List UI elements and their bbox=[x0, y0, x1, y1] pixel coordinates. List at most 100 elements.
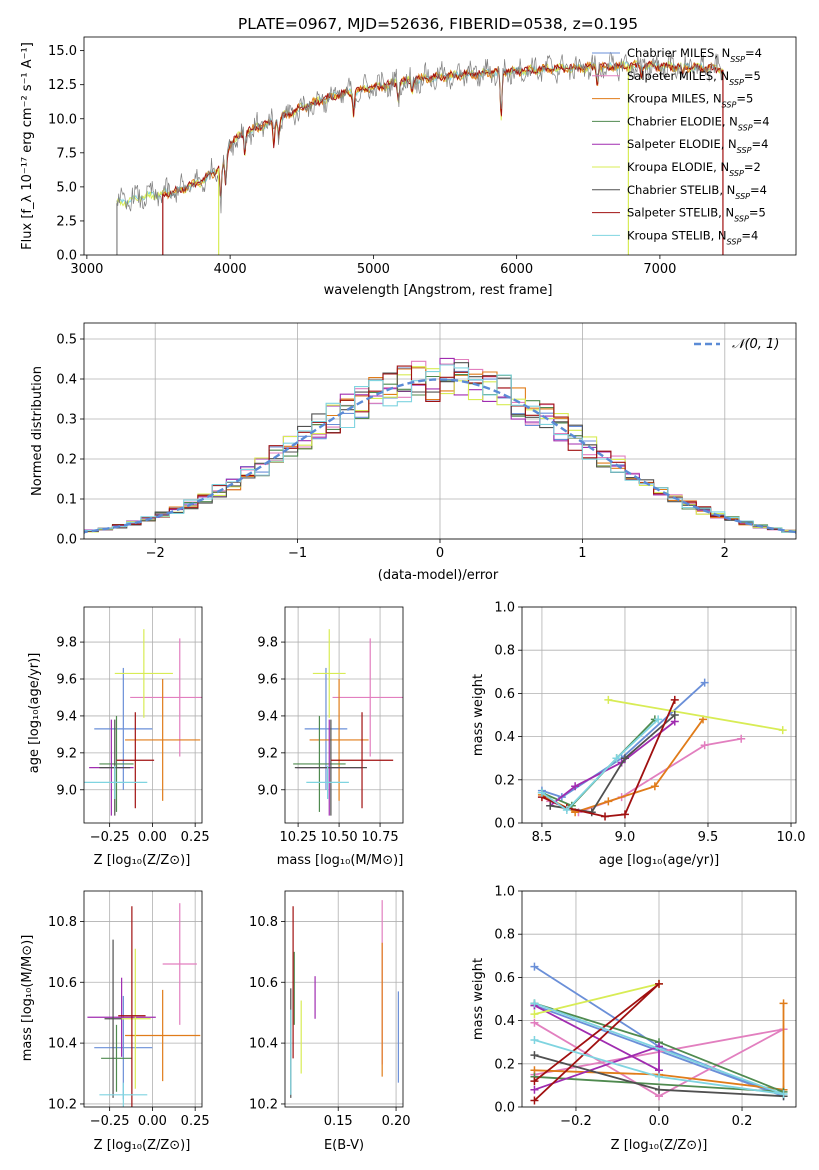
y-tick-label: 15.0 bbox=[48, 44, 77, 59]
errorbar-salpeter_elodie bbox=[87, 977, 156, 1057]
chart-title: PLATE=0967, MJD=52636, FIBERID=0538, z=0… bbox=[238, 15, 638, 33]
axes-frame: 0.15 0.20 10.2 10.4 10.6 10.8 bbox=[249, 890, 411, 1129]
axes-frame: −0.2 0.0 0.2 0.0 0.2 0.4 0.6 0.8 1.0 bbox=[494, 885, 797, 1129]
series-kroupa_elodie bbox=[604, 695, 787, 735]
axes-frame: −0.25 0.00 0.25 10.2 10.4 10.6 10.8 bbox=[48, 890, 210, 1129]
errorbar-kroupa_elodie bbox=[114, 629, 173, 718]
plus-marker bbox=[654, 715, 663, 724]
y-axis-label: mass weight bbox=[471, 674, 486, 756]
series-line bbox=[608, 699, 783, 731]
axes-border bbox=[521, 606, 797, 824]
y-tick-label: 9.0 bbox=[56, 783, 77, 798]
y-tick-label: 0.3 bbox=[56, 413, 77, 428]
errorbar-chabrier_stelib bbox=[104, 939, 122, 1098]
plus-marker bbox=[604, 695, 613, 704]
errorbar-kroupa_stelib bbox=[99, 1082, 148, 1107]
x-tick-label: −0.2 bbox=[560, 1114, 592, 1129]
series-line bbox=[534, 1002, 784, 1095]
y-tick-label: 7.5 bbox=[56, 146, 77, 161]
y-tick-label: 10.8 bbox=[48, 915, 77, 930]
y-tick-label: 10.6 bbox=[249, 976, 278, 991]
legend-label: Salpeter ELODIE, NSSP=4 bbox=[627, 137, 768, 155]
series-kroupa_stelib bbox=[530, 999, 788, 1099]
x-tick-label: 4000 bbox=[214, 262, 247, 277]
plot-area bbox=[537, 678, 787, 821]
plot-area bbox=[84, 629, 202, 816]
plus-marker bbox=[779, 1090, 788, 1099]
x-tick-label: 0.25 bbox=[181, 1114, 210, 1129]
x-axis-label: mass [log₁₀(M/M⊙)] bbox=[277, 853, 404, 868]
y-tick-label: 9.4 bbox=[56, 709, 77, 724]
axes-border bbox=[83, 606, 203, 824]
normal-reference-curve bbox=[84, 378, 796, 534]
y-tick-label: 0.4 bbox=[56, 373, 77, 388]
errorbar-kroupa_elodie bbox=[312, 629, 346, 718]
x-tick-label: −0.25 bbox=[90, 1114, 130, 1129]
plus-marker bbox=[655, 979, 663, 988]
legend-label: Kroupa STELIB, NSSP=4 bbox=[627, 228, 758, 246]
plus-marker bbox=[530, 1018, 539, 1027]
y-tick-label: 1.0 bbox=[494, 885, 515, 900]
plus-marker bbox=[612, 754, 621, 763]
x-tick-label: 9.5 bbox=[698, 830, 719, 845]
x-tick-label: 3000 bbox=[70, 262, 103, 277]
grid-lines bbox=[84, 891, 202, 1107]
legend-entry-chabrier_miles: Chabrier MILES, NSSP=4 bbox=[592, 46, 762, 64]
plot-area bbox=[290, 900, 399, 1098]
y-tick-label: 0.2 bbox=[56, 453, 77, 468]
series-kroupa_stelib bbox=[537, 715, 663, 815]
axes-border bbox=[521, 890, 797, 1108]
plus-marker bbox=[779, 999, 788, 1008]
plus-marker bbox=[670, 711, 679, 719]
plus-marker bbox=[700, 741, 709, 750]
x-tick-label: 0 bbox=[436, 546, 444, 561]
legend-entry-salpeter_elodie: Salpeter ELODIE, NSSP=4 bbox=[592, 137, 768, 155]
residual-legend: 𝒩(0, 1) bbox=[694, 337, 779, 352]
y-tick-label: 10.4 bbox=[249, 1037, 278, 1052]
y-axis-label: mass weight bbox=[471, 958, 486, 1040]
x-axis-label: wavelength [Angstrom, rest frame] bbox=[324, 283, 553, 298]
y-tick-label: 9.6 bbox=[257, 673, 278, 688]
legend-entry-kroupa_elodie: Kroupa ELODIE, NSSP=2 bbox=[592, 160, 761, 178]
y-tick-label: 5.0 bbox=[56, 180, 77, 195]
x-tick-label: −1 bbox=[288, 546, 307, 561]
x-tick-label: 0.25 bbox=[181, 830, 210, 845]
y-tick-label: 0.5 bbox=[56, 333, 77, 348]
y-tick-label: 9.0 bbox=[257, 783, 278, 798]
y-tick-label: 0.8 bbox=[494, 928, 515, 943]
grid-lines bbox=[522, 606, 796, 824]
series-line bbox=[534, 1002, 784, 1093]
y-tick-label: 0.8 bbox=[494, 644, 515, 659]
y-tick-label: 9.6 bbox=[56, 673, 77, 688]
age-vs-mass-chart: 10.25 10.50 10.75 9.0 9.2 9.4 9.6 9.8 bbox=[257, 606, 404, 845]
y-axis-label: mass [log₁₀(M/M⊙)] bbox=[20, 935, 35, 1062]
x-tick-label: 0.15 bbox=[324, 1114, 353, 1129]
errorbar-chabrier_elodie bbox=[293, 715, 346, 812]
plus-marker bbox=[530, 1077, 539, 1086]
y-tick-label: 0.4 bbox=[494, 1014, 515, 1029]
y-tick-label: 1.0 bbox=[494, 601, 515, 616]
y-tick-label: 9.2 bbox=[257, 746, 278, 761]
errorbar-salpeter_stelib bbox=[330, 712, 394, 809]
legend-entry-chabrier_elodie: Chabrier ELODIE, NSSP=4 bbox=[592, 114, 770, 132]
plus-marker bbox=[530, 1036, 539, 1045]
x-axis-label: age [log₁₀(age/yr)] bbox=[599, 853, 720, 868]
legend-label: Kroupa MILES, NSSP=5 bbox=[627, 92, 753, 110]
errorbar-kroupa_stelib bbox=[306, 765, 349, 799]
legend-entry-salpeter_stelib: Salpeter STELIB, NSSP=5 bbox=[592, 206, 766, 223]
errorbar-salpeter_miles bbox=[332, 638, 403, 757]
spectrum-chart: 3000 4000 5000 6000 7000 0.0 2.5 5.0 7.5 10.0 12.5… bbox=[48, 36, 797, 277]
x-tick-label: 1 bbox=[578, 546, 586, 561]
errorbar-kroupa_miles bbox=[125, 679, 201, 801]
axes-border bbox=[83, 890, 203, 1108]
x-tick-label: 10.0 bbox=[777, 830, 806, 845]
mass-weight-vs-metallicity-chart: −0.2 0.0 0.2 0.0 0.2 0.4 0.6 0.8 1.0 bbox=[494, 885, 797, 1129]
legend-label: Chabrier STELIB, NSSP=4 bbox=[627, 183, 767, 201]
errorbar-chabrier_stelib bbox=[294, 719, 367, 816]
mass-vs-metallicity-chart: −0.25 0.00 0.25 10.2 10.4 10.6 10.8 bbox=[48, 890, 210, 1129]
spectrum-legend: Chabrier MILES, NSSP=4 Salpeter MILES, NS… bbox=[592, 46, 770, 246]
axes-border bbox=[83, 322, 797, 540]
errorbar-salpeter_stelib bbox=[116, 712, 155, 809]
x-tick-label: −0.25 bbox=[90, 830, 130, 845]
y-axis-label: Normed distribution bbox=[30, 366, 45, 496]
